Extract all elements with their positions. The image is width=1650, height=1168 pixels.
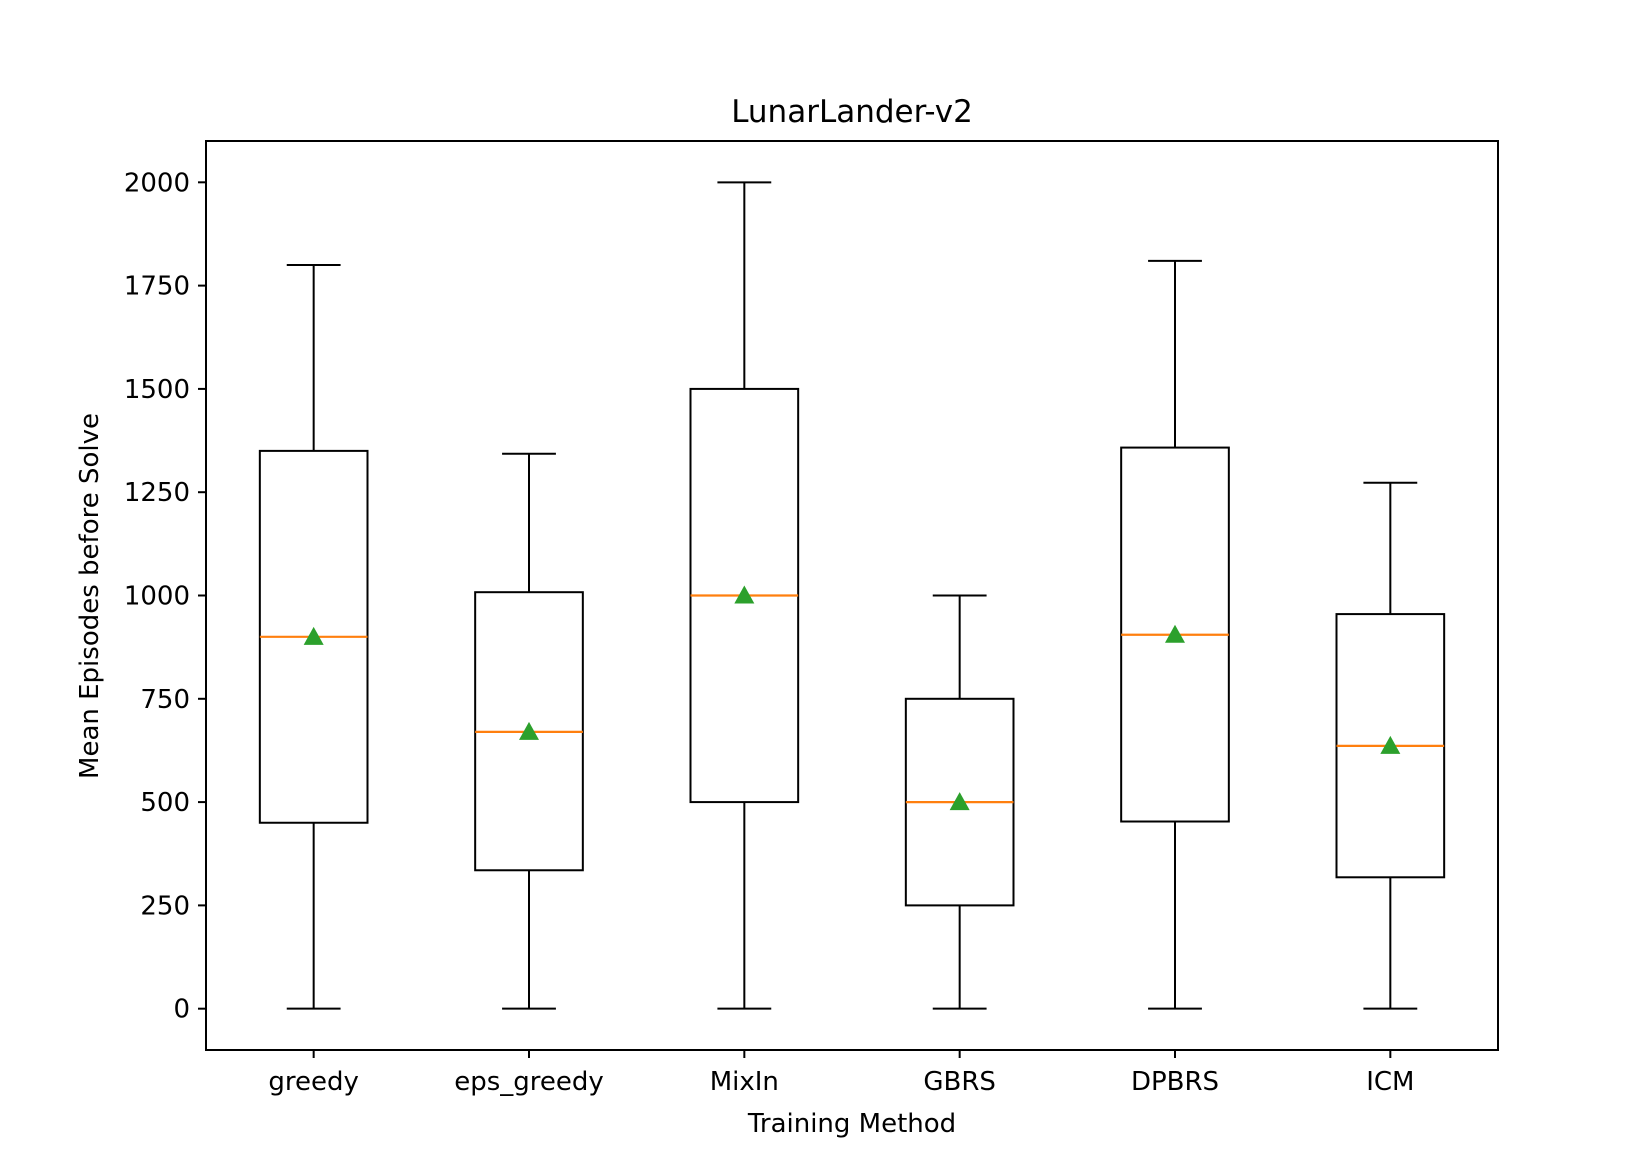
box-eps_greedy xyxy=(474,452,584,1010)
box-GBRS xyxy=(904,594,1015,1010)
box-DPBRS xyxy=(1120,259,1230,1010)
x-tick-label: eps_greedy xyxy=(454,1067,604,1097)
x-axis-label: Training Method xyxy=(747,1109,956,1139)
y-tick-label: 750 xyxy=(140,685,190,715)
mean-marker xyxy=(1380,735,1401,754)
y-tick-label: 1500 xyxy=(124,375,190,405)
mean-marker xyxy=(1165,624,1185,643)
x-tick-label: ICM xyxy=(1366,1067,1414,1097)
y-axis: 0 250 500 750 1000 1250 1500 1750 2000 xyxy=(124,168,206,1025)
y-tick-label: 1000 xyxy=(124,582,190,612)
y-tick-label: 250 xyxy=(140,891,190,921)
x-tick-label: DPBRS xyxy=(1131,1067,1219,1097)
plot-area xyxy=(258,181,1446,1010)
x-axis: greedy eps_greedy MixIn GBRS DPBRS ICM xyxy=(268,1050,1414,1097)
box-ICM xyxy=(1335,481,1446,1010)
y-tick-label: 1250 xyxy=(124,478,190,508)
mean-marker xyxy=(303,626,324,645)
mean-marker xyxy=(734,585,755,604)
x-tick-label: GBRS xyxy=(923,1067,996,1097)
x-tick-label: greedy xyxy=(268,1067,359,1097)
box-greedy xyxy=(258,263,369,1010)
box-MixIn xyxy=(689,181,800,1010)
y-axis-label: Mean Episodes before Solve xyxy=(75,413,105,779)
mean-marker xyxy=(949,792,970,811)
y-tick-label: 2000 xyxy=(124,168,190,198)
y-tick-label: 1750 xyxy=(124,272,190,302)
y-tick-label: 500 xyxy=(140,788,190,818)
mean-marker xyxy=(519,721,539,740)
y-tick-label: 0 xyxy=(173,995,190,1025)
chart-title: LunarLander-v2 xyxy=(731,94,973,130)
x-tick-label: MixIn xyxy=(710,1067,779,1097)
